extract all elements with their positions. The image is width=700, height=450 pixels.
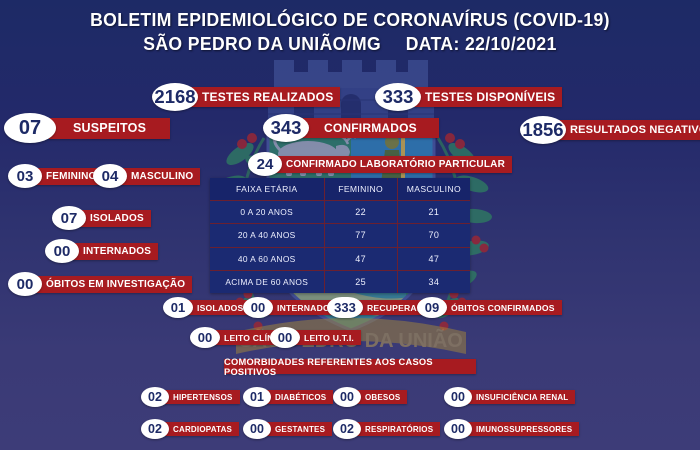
badge-icu-bed: 00 LEITO U.T.I. xyxy=(270,327,361,348)
badge-label: TESTES REALIZADOS xyxy=(191,87,341,107)
bulletin-date: DATA: 22/10/2021 xyxy=(405,33,557,54)
badge-suspects-male: 04 MASCULINO xyxy=(93,164,201,188)
badge-label: TESTES DISPONÍVEIS xyxy=(414,87,563,107)
cell-male: 21 xyxy=(428,207,440,218)
badge-value: 01 xyxy=(243,387,271,407)
badge-diabetes: 01 DIABÉTICOS xyxy=(243,387,334,407)
badge-value: 09 xyxy=(417,297,447,318)
badge-label: HIPERTENSOS xyxy=(162,390,240,404)
badge-suspects-isolated: 07 ISOLADOS xyxy=(52,206,151,230)
badge-value: 00 xyxy=(8,272,42,296)
badge-label: ÓBITOS EM INVESTIGAÇÃO xyxy=(35,275,193,293)
badge-value: 343 xyxy=(263,114,309,142)
badge-pregnant: 00 GESTANTES xyxy=(243,419,333,439)
age-range-table: FAIXA ETÁRIA FEMININO MASCULINO 0 A 20 A… xyxy=(210,178,470,294)
badge-tests-available: 333 TESTES DISPONÍVEIS xyxy=(375,83,563,111)
badge-cardiopathy: 02 CARDIOPATAS xyxy=(141,419,240,439)
badge-value: 00 xyxy=(243,419,271,439)
badge-label: SUSPEITOS xyxy=(49,117,171,139)
badge-value: 07 xyxy=(52,206,86,230)
cell-male: 47 xyxy=(428,253,440,264)
badge-confirmed: 343 CONFIRMADOS xyxy=(263,114,439,142)
badge-obesity: 00 OBESOS xyxy=(333,387,408,407)
badge-label: ISOLADOS xyxy=(79,209,151,227)
table-row: ACIMA DE 60 ANOS 25 34 xyxy=(210,270,470,294)
badge-confirmed-deaths: 09 ÓBITOS CONFIRMADOS xyxy=(417,297,562,318)
badge-confirmed-hospitalized: 00 INTERNADOS xyxy=(243,297,343,318)
badge-label: MASCULINO xyxy=(120,167,201,185)
column-header-age-range: FAIXA ETÁRIA xyxy=(210,178,325,200)
badge-label: INTERNADOS xyxy=(266,300,343,315)
cell-male: 34 xyxy=(428,277,440,288)
badge-value: 02 xyxy=(141,387,169,407)
page-title: BOLETIM EPIDEMIOLÓGICO DE CORONAVÍRUS (C… xyxy=(90,9,610,30)
badge-value: 00 xyxy=(243,297,273,318)
badge-value: 00 xyxy=(270,327,300,348)
badge-value: 00 xyxy=(45,239,79,263)
badge-label: CONFIRMADOS xyxy=(302,118,439,138)
badge-label: RESULTADOS NEGATIVOS xyxy=(559,120,700,140)
badge-hypertension: 02 HIPERTENSOS xyxy=(141,387,240,407)
badge-label: INTERNADOS xyxy=(72,242,159,260)
badge-tests-performed: 2168 TESTES REALIZADOS xyxy=(152,83,341,111)
cell-age-range: 20 A 40 ANOS xyxy=(210,224,325,247)
badge-value: 1856 xyxy=(520,116,566,144)
cell-female: 25 xyxy=(325,270,398,294)
cell-female: 77 xyxy=(325,224,398,247)
badge-immunosuppressed: 00 IMUNOSSUPRESSORES xyxy=(444,419,580,439)
badge-value: 01 xyxy=(163,297,193,318)
cell-age-range: 40 A 60 ANOS xyxy=(210,247,325,270)
badge-value: 02 xyxy=(141,419,169,439)
cell-age-range: ACIMA DE 60 ANOS xyxy=(210,270,325,294)
badge-value: 00 xyxy=(444,387,472,407)
badge-label: CARDIOPATAS xyxy=(162,422,240,436)
page-subtitle: SÃO PEDRO DA UNIÃO/MG DATA: 22/10/2021 xyxy=(18,32,683,56)
city-name: SÃO PEDRO DA UNIÃO/MG xyxy=(143,33,382,54)
badge-label: LEITO U.T.I. xyxy=(293,330,361,345)
cell-age-range: 0 A 20 ANOS xyxy=(210,201,325,224)
bulletin-header: BOLETIM EPIDEMIOLÓGICO DE CORONAVÍRUS (C… xyxy=(0,8,700,56)
badge-suspects-hospitalized: 00 INTERNADOS xyxy=(45,239,159,263)
cell-female: 47 xyxy=(325,247,398,270)
badge-label: ÓBITOS CONFIRMADOS xyxy=(440,300,562,315)
badge-value: 00 xyxy=(190,327,220,348)
badge-renal-insufficiency: 00 INSUFICIÊNCIA RENAL xyxy=(444,387,576,407)
table-row: 40 A 60 ANOS 47 47 xyxy=(210,247,470,271)
badge-value: 04 xyxy=(93,164,127,188)
comorbidities-title-band: COMORBIDADES REFERENTES AOS CASOS POSITI… xyxy=(224,357,476,377)
badge-value: 03 xyxy=(8,164,42,188)
badge-label: FEMININO xyxy=(35,167,104,185)
table-row: 0 A 20 ANOS 22 21 xyxy=(210,201,470,225)
badge-label: RESPIRATÓRIOS xyxy=(354,422,441,436)
column-header-male: MASCULINO xyxy=(406,184,461,194)
table-header-row: FAIXA ETÁRIA FEMININO MASCULINO xyxy=(210,178,470,201)
badge-value: 00 xyxy=(444,419,472,439)
badge-label: INSUFICIÊNCIA RENAL xyxy=(465,390,576,404)
badge-negative-results: 1856 RESULTADOS NEGATIVOS xyxy=(520,116,700,144)
table-row: 20 A 40 ANOS 77 70 xyxy=(210,224,470,248)
badge-value: 00 xyxy=(333,387,361,407)
badge-value: 02 xyxy=(333,419,361,439)
badge-respiratory: 02 RESPIRATÓRIOS xyxy=(333,419,441,439)
badge-value: 2168 xyxy=(152,83,198,111)
cell-male: 70 xyxy=(428,230,440,241)
badge-label: ISOLADOS xyxy=(186,300,251,315)
badge-suspects-female: 03 FEMININO xyxy=(8,164,104,188)
badge-value: 07 xyxy=(4,113,56,143)
badge-value: 333 xyxy=(375,83,421,111)
badge-label: DIABÉTICOS xyxy=(264,390,334,404)
badge-label: OBESOS xyxy=(354,390,408,404)
badge-value: 333 xyxy=(327,297,363,318)
column-header-female: FEMININO xyxy=(325,178,398,200)
badge-deaths-under-investigation: 00 ÓBITOS EM INVESTIGAÇÃO xyxy=(8,272,193,296)
badge-label: CONFIRMADO LABORATÓRIO PARTICULAR xyxy=(275,155,512,173)
badge-label: IMUNOSSUPRESSORES xyxy=(465,422,580,436)
badge-private-lab-confirmed: 24 CONFIRMADO LABORATÓRIO PARTICULAR xyxy=(248,152,512,176)
cell-female: 22 xyxy=(325,201,398,224)
badge-label: GESTANTES xyxy=(264,422,333,436)
badge-suspects-total: 07 SUSPEITOS xyxy=(4,113,171,143)
badge-confirmed-isolated: 01 ISOLADOS xyxy=(163,297,251,318)
badge-value: 24 xyxy=(248,152,282,176)
